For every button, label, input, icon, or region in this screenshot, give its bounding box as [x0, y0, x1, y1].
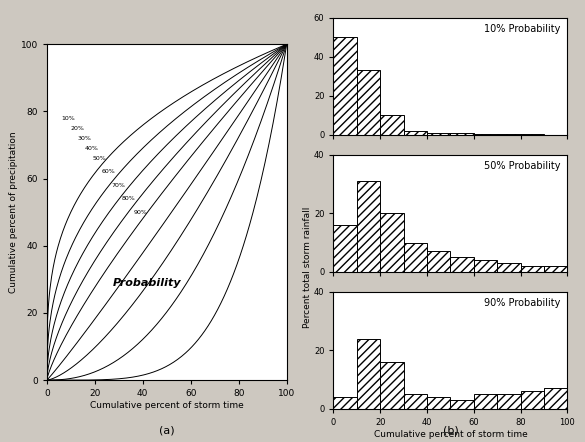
Text: 70%: 70%: [112, 183, 125, 188]
Bar: [380, 115, 404, 135]
Text: Probability: Probability: [113, 278, 182, 288]
Text: 90% Probability: 90% Probability: [484, 297, 560, 308]
Text: 50%: 50%: [92, 156, 106, 161]
Text: 60%: 60%: [102, 169, 116, 174]
Bar: [380, 362, 404, 409]
Bar: [521, 391, 544, 409]
Bar: [474, 260, 497, 272]
Bar: [544, 389, 567, 409]
Text: 20%: 20%: [71, 126, 85, 131]
Bar: [404, 394, 427, 409]
X-axis label: Cumulative percent of storm time: Cumulative percent of storm time: [374, 430, 527, 438]
Bar: [450, 257, 474, 272]
Text: 90%: 90%: [133, 210, 147, 215]
Bar: [333, 225, 357, 272]
Text: 30%: 30%: [78, 136, 92, 141]
Text: 80%: 80%: [121, 196, 135, 201]
Text: (a): (a): [159, 425, 174, 435]
Bar: [474, 394, 497, 409]
Bar: [380, 213, 404, 272]
Bar: [497, 134, 521, 135]
Bar: [544, 266, 567, 272]
Bar: [427, 251, 450, 272]
Bar: [357, 70, 380, 135]
Bar: [404, 243, 427, 272]
Bar: [497, 263, 521, 272]
Bar: [357, 181, 380, 272]
Bar: [357, 339, 380, 409]
Text: 50% Probability: 50% Probability: [484, 160, 560, 171]
Text: 40%: 40%: [85, 146, 99, 151]
X-axis label: Cumulative percent of storm time: Cumulative percent of storm time: [90, 401, 243, 410]
Bar: [474, 134, 497, 135]
Bar: [497, 394, 521, 409]
Bar: [450, 133, 474, 135]
Bar: [404, 131, 427, 135]
Bar: [333, 37, 357, 135]
Y-axis label: Cumulative percent of precipitation: Cumulative percent of precipitation: [9, 131, 18, 293]
Bar: [450, 400, 474, 409]
Bar: [521, 266, 544, 272]
Bar: [427, 133, 450, 135]
Bar: [333, 397, 357, 409]
Bar: [427, 397, 450, 409]
Bar: [521, 134, 544, 135]
Text: 10%: 10%: [61, 116, 75, 121]
Text: 10% Probability: 10% Probability: [484, 23, 560, 34]
Text: Percent total storm rainfall: Percent total storm rainfall: [302, 207, 312, 328]
Text: (b): (b): [443, 425, 458, 435]
